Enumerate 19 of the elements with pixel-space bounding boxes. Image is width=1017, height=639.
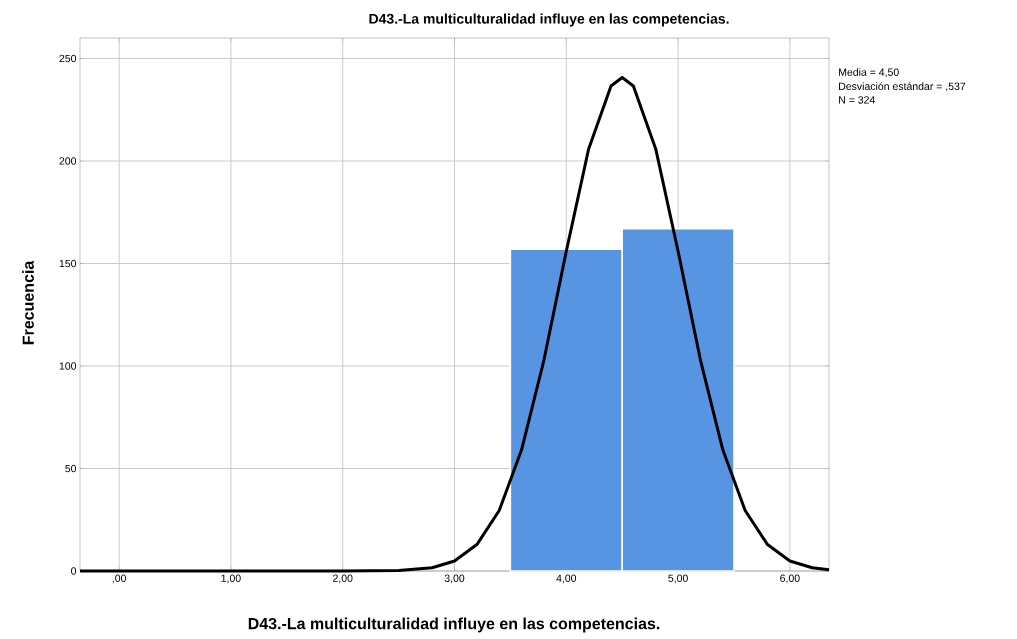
x-tick-label: 6,00 [780,574,800,584]
x-tick-label: 2,00 [333,574,353,584]
y-tick-label: 150 [59,259,77,268]
x-tick-label: 1,00 [221,574,241,584]
y-axis-title: Frecuencia [22,260,34,345]
chart-title: D43.-La multiculturalidad influye en las competencias. [369,13,729,27]
x-tick-label: 3,00 [444,574,465,584]
text: N = 324 [839,96,875,104]
x-axis-title: D43.-La multiculturalidad influye en las competencias. [248,617,660,633]
x-tick-label: 4,00 [556,574,577,584]
y-tick-label: 100 [59,362,77,370]
text: Media = 4,50 [839,68,899,78]
y-tick-label: 250 [59,54,77,63]
y-tick-label: 200 [59,157,77,165]
y-tick-label: 50 [65,464,77,473]
x-tick-label: 5,00 [668,574,688,584]
text: Desviación estándar = ,537 [839,82,966,92]
x-tick-label: ,00 [112,574,127,584]
y-tick-label: 0 [71,567,77,575]
